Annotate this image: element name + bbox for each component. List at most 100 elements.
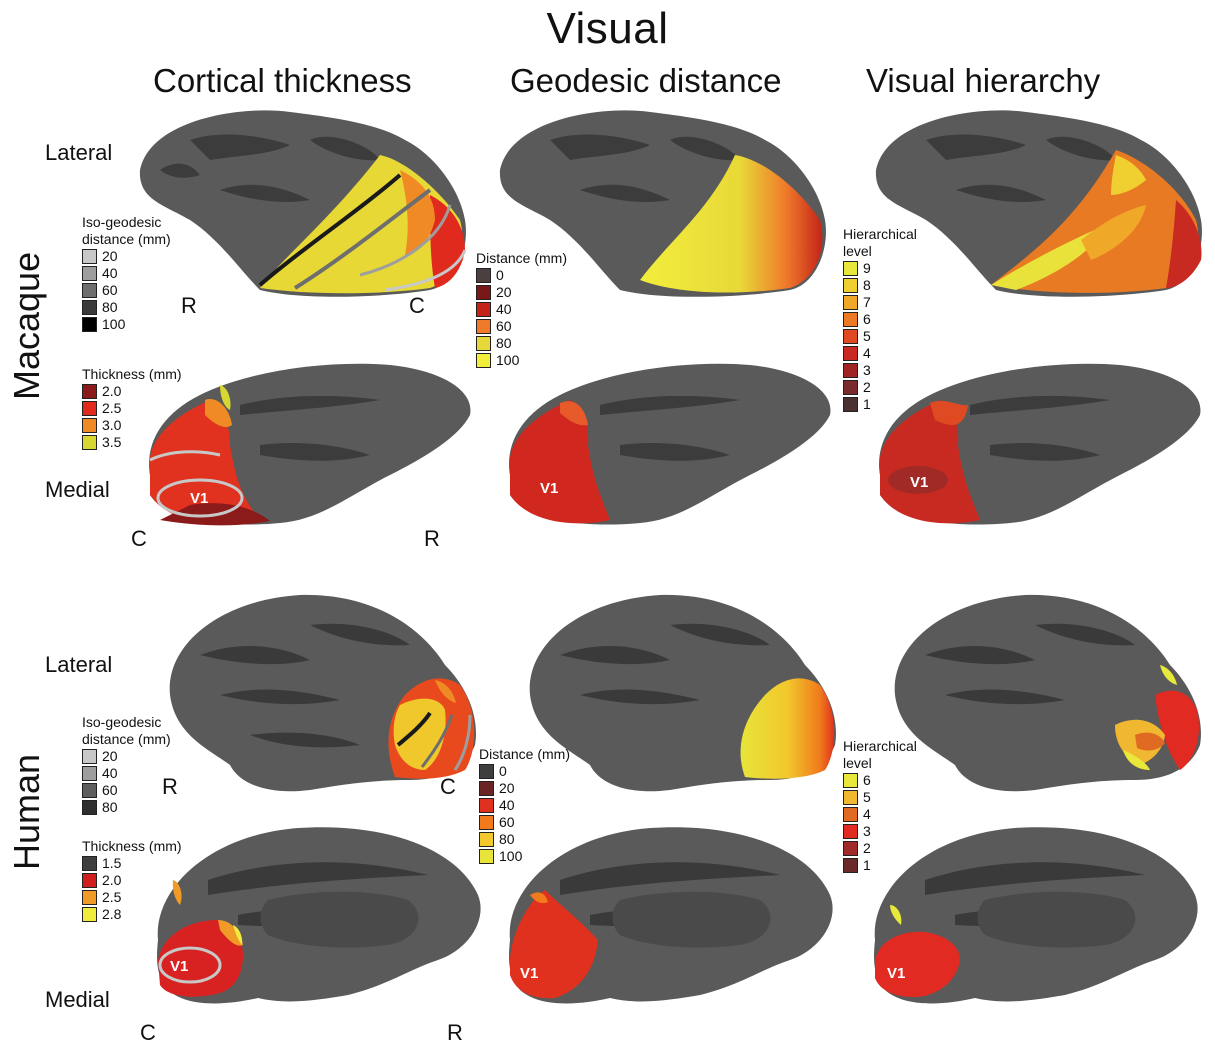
macaque-hierarchy-legend: Hierarchical level 9 8 7 6 5 4 3 2 1 — [843, 226, 917, 413]
legend-label: 60 — [102, 782, 118, 799]
legend-entry: 0 — [476, 267, 567, 284]
macaque-distance-legend: Distance (mm) 0 20 40 60 80 100 — [476, 250, 567, 369]
human-medial-hierarchy-brain: V1 — [874, 827, 1198, 1004]
legend-title: Distance (mm) — [476, 250, 568, 266]
orient-macaque-medial-caudal: C — [131, 526, 147, 551]
v1-label: V1 — [540, 480, 558, 497]
orient-human-medial-rostral: R — [447, 1020, 463, 1045]
legend-label: 1 — [863, 857, 871, 874]
legend-entry: 80 — [82, 299, 171, 316]
legend-swatch — [843, 328, 858, 344]
legend-entry: 80 — [476, 335, 567, 352]
legend-swatch — [82, 383, 97, 399]
legend-entry: 100 — [479, 848, 570, 865]
legend-entry: 3 — [843, 823, 917, 840]
legend-title: Iso-geodesic — [82, 714, 162, 730]
row-label-macaque: Macaque — [6, 251, 47, 400]
legend-entry: 6 — [843, 311, 917, 328]
legend-swatch — [82, 799, 97, 815]
legend-swatch — [843, 823, 858, 839]
legend-swatch — [843, 772, 858, 788]
legend-entry: 20 — [479, 780, 570, 797]
orient-human-medial-caudal: C — [140, 1020, 156, 1045]
legend-swatch — [479, 848, 494, 864]
legend-entry: 100 — [82, 316, 171, 333]
legend-label: 5 — [863, 789, 871, 806]
legend-title: distance (mm) — [82, 230, 171, 247]
v1-label: V1 — [910, 474, 928, 491]
macaque-medial-thickness-brain: V1 — [149, 363, 471, 526]
orient-macaque-medial-rostral: R — [424, 526, 440, 551]
legend-entry: 8 — [843, 277, 917, 294]
legend-entry: 2.8 — [82, 906, 182, 923]
legend-entry: 3.0 — [82, 417, 182, 434]
human-medial-distance-brain: V1 — [509, 827, 833, 1004]
view-label-macaque-medial: Medial — [45, 477, 110, 502]
legend-entry: 9 — [843, 260, 917, 277]
v1-label: V1 — [887, 965, 905, 982]
legend-label: 80 — [499, 831, 515, 848]
legend-swatch — [843, 362, 858, 378]
legend-entry: 20 — [476, 284, 567, 301]
legend-entry: 2.5 — [82, 889, 182, 906]
legend-label: 60 — [499, 814, 515, 831]
legend-label: 2.5 — [102, 889, 122, 906]
legend-entry: 40 — [82, 265, 171, 282]
legend-entry: 60 — [476, 318, 567, 335]
legend-entry: 6 — [843, 772, 917, 789]
legend-entry: 2.0 — [82, 872, 182, 889]
legend-swatch — [82, 889, 97, 905]
macaque-medial-distance-brain: V1 — [509, 363, 831, 525]
legend-label: 60 — [102, 282, 118, 299]
legend-label: 20 — [102, 248, 118, 265]
legend-label: 3 — [863, 362, 871, 379]
legend-entry: 4 — [843, 806, 917, 823]
legend-entry: 60 — [479, 814, 570, 831]
view-label-human-lateral: Lateral — [45, 652, 113, 677]
legend-title: distance (mm) — [82, 730, 171, 747]
orient-macaque-lateral-rostral: R — [181, 293, 197, 318]
legend-label: 40 — [499, 797, 515, 814]
legend-swatch — [82, 265, 97, 281]
orient-human-lateral-rostral: R — [162, 774, 178, 799]
legend-swatch — [476, 284, 491, 300]
column-title-hierarchy: Visual hierarchy — [866, 62, 1101, 99]
v1-label: V1 — [190, 490, 208, 507]
legend-swatch — [843, 379, 858, 395]
legend-label: 3.5 — [102, 434, 122, 451]
legend-label: 40 — [102, 265, 118, 282]
legend-swatch — [476, 318, 491, 334]
legend-label: 0 — [496, 267, 504, 284]
legend-swatch — [476, 335, 491, 351]
legend-label: 100 — [496, 352, 520, 369]
legend-title: Distance (mm) — [479, 746, 571, 762]
legend-label: 2.8 — [102, 906, 122, 923]
human-distance-legend: Distance (mm) 0 20 40 60 80 100 — [479, 746, 570, 865]
column-title-thickness: Cortical thickness — [153, 62, 412, 99]
legend-entry: 7 — [843, 294, 917, 311]
legend-entry: 5 — [843, 789, 917, 806]
legend-entry: 20 — [82, 248, 171, 265]
legend-swatch — [843, 345, 858, 361]
legend-label: 2.5 — [102, 400, 122, 417]
orient-macaque-lateral-caudal: C — [409, 293, 425, 318]
legend-entry: 0 — [479, 763, 570, 780]
legend-label: 20 — [102, 748, 118, 765]
legend-entry: 2 — [843, 840, 917, 857]
legend-label: 20 — [496, 284, 512, 301]
legend-entry: 20 — [82, 748, 171, 765]
legend-title: level — [843, 754, 872, 771]
legend-swatch — [476, 352, 491, 368]
macaque-medial-hierarchy-brain: V1 — [879, 363, 1201, 525]
orient-human-lateral-caudal: C — [440, 774, 456, 799]
legend-title: level — [843, 242, 872, 259]
human-iso-legend: Iso-geodesic distance (mm) 20 40 60 80 — [82, 714, 171, 816]
legend-swatch — [476, 301, 491, 317]
column-title-distance: Geodesic distance — [510, 62, 782, 99]
legend-swatch — [843, 294, 858, 310]
legend-label: 2.0 — [102, 383, 122, 400]
legend-swatch — [82, 417, 97, 433]
legend-swatch — [479, 814, 494, 830]
legend-title: Iso-geodesic — [82, 214, 162, 230]
legend-title: Hierarchical — [843, 226, 917, 242]
